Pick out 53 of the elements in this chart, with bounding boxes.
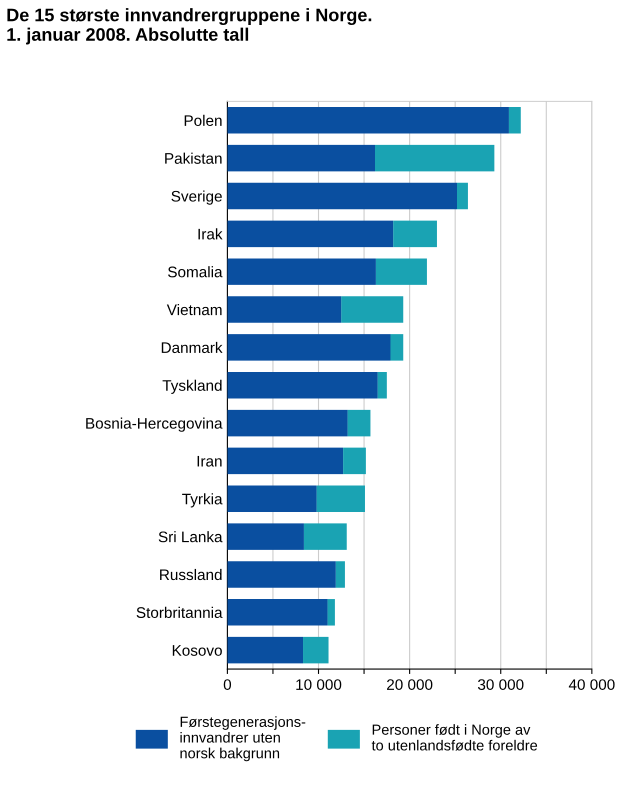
bar [303,636,329,664]
bar [336,561,345,588]
bar [375,144,494,172]
y-tick-label: Danmark [162,342,223,354]
y-tick-label: Iran [198,456,222,467]
bar [227,486,317,512]
bar [227,296,342,323]
y-tick-label: Somalia [168,266,223,278]
bar [227,599,328,626]
bar [393,220,437,248]
bar [227,372,378,398]
bar [376,258,427,285]
bar [304,523,347,550]
y-tick-label: Bosnia-Hercegovina [86,418,223,432]
bar [227,636,304,664]
x-tick-label: 40 000 [568,679,615,690]
bar [457,182,468,210]
y-tick-label: Tyskland [162,380,222,394]
bar [328,599,335,626]
x-tick-label: 20 000 [387,679,432,690]
legend-label: Førstegenerasjons- innvandrer uten norsk bakgrunn [180,716,306,762]
x-tick-label: 0 [224,679,232,690]
bar [508,107,521,134]
bar [348,410,370,436]
y-tick-label: Polen [184,114,222,126]
x-tick-label: 10 000 [296,679,342,690]
chart-title: De 15 største innvandrergruppene i Norge. 1. januar 2008. Absolutte tall [7,8,372,44]
y-tick-label: Irak [198,228,223,240]
bar [378,372,387,398]
legend-label: Personer født i Norge av to utenlandsfødte foreldre [372,724,538,751]
bar [227,144,375,172]
bar [227,258,376,285]
bar [227,523,304,550]
bar [227,182,457,210]
bar [341,296,404,323]
bar [227,448,344,474]
bar [390,334,404,361]
bar [343,448,366,474]
bar [316,486,365,512]
y-tick-label: Storbritannia [136,606,223,618]
x-tick-label: 30 000 [478,679,524,690]
bar [227,107,509,134]
y-tick-label: Pakistan [165,152,222,164]
y-tick-label: Vietnam [166,304,222,316]
y-tick-label: Kosovo [172,645,222,656]
bar [227,220,394,248]
y-tick-label: Tyrkia [182,493,223,508]
bar [227,410,348,436]
y-tick-label: Sri Lanka [158,531,223,542]
bar [227,561,336,588]
y-tick-label: Sverige [171,190,222,205]
y-tick-label: Russland [160,568,222,580]
bar [227,334,390,361]
